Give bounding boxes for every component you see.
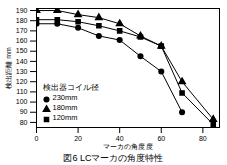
svg-text:検出距離 mm: 検出距離 mm: [5, 47, 12, 89]
svg-text:80: 80: [20, 119, 28, 126]
svg-text:120: 120: [16, 78, 28, 85]
svg-text:検出器コイル径: 検出器コイル径: [43, 83, 99, 92]
svg-text:130: 130: [16, 68, 28, 75]
svg-text:180mm: 180mm: [53, 103, 78, 112]
svg-text:190: 190: [16, 7, 28, 14]
svg-text:160: 160: [16, 37, 28, 44]
svg-text:60: 60: [157, 135, 165, 142]
svg-text:140: 140: [16, 58, 28, 65]
html-text:図6 LCマーカの角度特性: 図6 LCマーカの角度特性: [63, 153, 164, 163]
svg-text:120mm: 120mm: [53, 113, 78, 122]
svg-text:90: 90: [20, 108, 28, 115]
svg-text:110: 110: [16, 88, 27, 95]
svg-text:230mm: 230mm: [53, 93, 78, 102]
svg-text:170: 170: [16, 27, 28, 34]
svg-text:180: 180: [16, 17, 28, 24]
svg-text:100: 100: [16, 98, 28, 105]
svg-text:マーカの角度 度: マーカの角度 度: [103, 143, 154, 150]
svg-text:0: 0: [35, 135, 39, 142]
svg-text:150: 150: [16, 47, 28, 54]
svg-text:40: 40: [116, 135, 124, 142]
svg-text:20: 20: [74, 135, 82, 142]
svg-text:80: 80: [199, 135, 207, 142]
